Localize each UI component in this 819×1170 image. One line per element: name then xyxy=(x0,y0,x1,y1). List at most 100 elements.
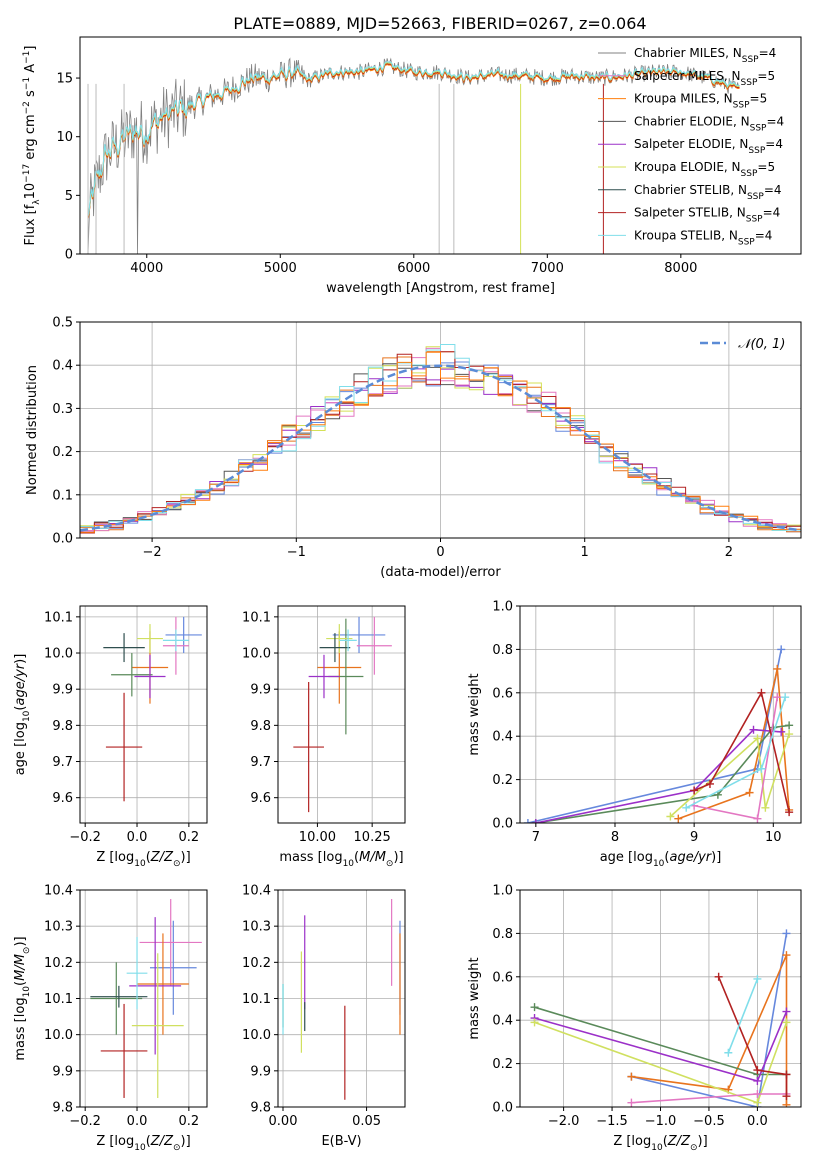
legend-entry: Kroupa ELODIE, NSSP=5 xyxy=(634,160,775,179)
spectrum-panel: 4000 5000 6000 7000 8000 0 5 10 15 wavelength [An… xyxy=(22,36,802,296)
weight-point-marker xyxy=(627,1072,636,1081)
label-part: 10 xyxy=(343,859,355,869)
y-tick-label: 9.6 xyxy=(52,791,73,806)
weight-point-marker xyxy=(753,974,762,983)
label-part: ⊙ xyxy=(22,947,32,955)
weight-point-marker xyxy=(782,951,791,960)
y-tick-label: 10.0 xyxy=(44,647,73,662)
weight-point-marker xyxy=(761,803,770,812)
weight-point-marker xyxy=(531,819,540,823)
weight-point-marker xyxy=(757,764,766,773)
label-part: −17 xyxy=(22,164,32,183)
plot-area xyxy=(278,606,405,823)
weight-series-line xyxy=(693,690,790,813)
label-part: −1 xyxy=(22,51,32,64)
weight-point-marker xyxy=(777,727,786,736)
x-tick-label: 8 xyxy=(611,830,619,845)
x-tick-label: 7000 xyxy=(531,261,564,276)
y-tick-label: 10.0 xyxy=(44,1028,73,1043)
data-spectrum-line xyxy=(87,57,740,254)
y-tick-label: 0.4 xyxy=(492,730,513,745)
y-tick-label: 9.8 xyxy=(52,719,73,734)
label-part: 10 xyxy=(22,710,32,722)
label-part: age [log xyxy=(13,722,28,775)
label-part: mass [log xyxy=(13,997,28,1060)
weight-series-line xyxy=(631,933,788,1107)
x-tick-label: 8000 xyxy=(664,261,697,276)
label-part: )] xyxy=(711,850,721,865)
y-tick-label: 10.2 xyxy=(242,956,271,971)
axes-frame xyxy=(277,605,406,824)
weight-point-marker xyxy=(785,721,794,730)
y-tick-label: 9.9 xyxy=(250,1064,271,1079)
label-part: SSP xyxy=(741,78,758,88)
weight-point-marker xyxy=(749,725,758,734)
x-tick-label: −1.0 xyxy=(645,1114,677,1129)
y-tick-label: 10.1 xyxy=(242,610,271,625)
y-axis-label: mass weight xyxy=(467,673,482,755)
model-spectrum-line xyxy=(87,61,740,216)
y-tick-label: 9.6 xyxy=(250,791,271,806)
label-part: SSP xyxy=(747,192,764,202)
label-part: Salpeter ELODIE, N xyxy=(634,137,748,151)
legend-entry: Salpeter MILES, NSSP=5 xyxy=(634,69,775,88)
label-part: (data-model)/error xyxy=(380,565,501,580)
label-part: ( xyxy=(13,981,28,986)
legend-entry: 𝒩(0, 1) xyxy=(738,337,785,352)
plot-area xyxy=(520,605,801,824)
label-part: =5 xyxy=(750,92,768,106)
legend-entry: Salpeter ELODIE, NSSP=4 xyxy=(634,137,783,156)
weight-point-marker xyxy=(666,812,675,821)
weight-point-marker xyxy=(777,645,786,654)
data-layer xyxy=(87,57,740,254)
weight-point-marker xyxy=(781,693,790,702)
data-layer xyxy=(282,899,401,1100)
x-tick-label: 6000 xyxy=(397,261,430,276)
y-axis-label: mass [log10(M/M⊙)] xyxy=(13,936,32,1060)
label-part: )] xyxy=(393,850,403,865)
label-part: ⊙ xyxy=(173,859,181,869)
label-part: Chabrier ELODIE, N xyxy=(634,114,750,128)
label-part: Salpeter MILES, N xyxy=(634,69,741,83)
y-tick-label: 10.0 xyxy=(242,647,271,662)
age-vs-Z-panel: −0.2 0.0 0.29.69.79.89.910.010.1Z [log10(Z… xyxy=(13,605,208,869)
label-part: )] xyxy=(698,1134,708,1149)
legend-entry: Salpeter STELIB, NSSP=4 xyxy=(634,206,780,225)
label-part: age [log xyxy=(600,850,653,865)
label-part: erg cm xyxy=(23,114,38,163)
x-tick-label: 0.00 xyxy=(269,1114,298,1129)
figure-title: PLATE=0889, MJD=52663, FIBERID=0267, z=0… xyxy=(233,14,646,33)
x-tick-label: 0.0 xyxy=(127,830,148,845)
label-part: ( xyxy=(354,850,359,865)
legend-entry: Kroupa MILES, NSSP=5 xyxy=(634,92,767,111)
label-part: ( xyxy=(664,850,669,865)
x-tick-label: −0.5 xyxy=(693,1114,725,1129)
legend-entry: Kroupa STELIB, NSSP=4 xyxy=(634,228,772,247)
label-part: ] xyxy=(23,46,38,51)
label-part: age/yr xyxy=(13,662,28,705)
y-tick-label: 0.5 xyxy=(52,316,73,331)
mass-vs-Z-panel: −0.2 0.0 0.2 9.8 9.9 10.0 10.1 10.2 10.3 10.4 Z [l… xyxy=(13,884,208,1153)
label-part: mass weight xyxy=(467,673,482,755)
label-part: M/M xyxy=(359,850,386,865)
y-tick-label: 0.4 xyxy=(52,359,73,374)
label-part: SSP xyxy=(733,101,750,111)
y-tick-label: 15 xyxy=(56,72,73,87)
x-tick-label: −1.5 xyxy=(596,1114,628,1129)
y-tick-label: 0.4 xyxy=(492,1014,513,1029)
legend-entry: Chabrier MILES, NSSP=4 xyxy=(634,46,776,65)
y-tick-label: 0.6 xyxy=(492,970,513,985)
age-vs-mass-panel: 10.00 10.25 9.6 9.7 9.8 9.9 10.0 10.1 mass [log1… xyxy=(242,605,406,869)
label-part: 10 xyxy=(23,183,38,200)
gaussian-reference-line xyxy=(80,364,801,532)
x-tick-label: 7 xyxy=(532,830,540,845)
y-tick-label: 10.3 xyxy=(242,920,271,935)
y-tick-label: 10.1 xyxy=(242,992,271,1007)
y-tick-label: 1.0 xyxy=(492,600,513,615)
y-tick-label: 9.9 xyxy=(52,1064,73,1079)
label-part: =4 xyxy=(765,137,783,151)
label-part: =4 xyxy=(763,206,781,220)
weight-point-marker xyxy=(782,1007,791,1016)
label-part: 10 xyxy=(22,986,32,998)
y-tick-label: 9.7 xyxy=(52,755,73,770)
